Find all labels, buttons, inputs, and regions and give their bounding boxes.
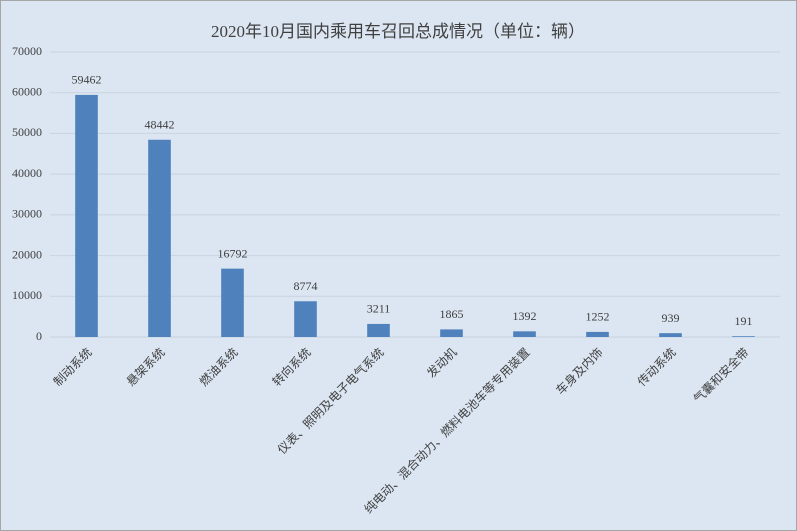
- data-label: 939: [662, 311, 680, 325]
- bar: [221, 268, 244, 337]
- bar: [659, 333, 682, 337]
- bar: [75, 94, 98, 337]
- bar: [586, 331, 609, 337]
- data-label: 191: [735, 314, 753, 328]
- bar: [367, 323, 390, 337]
- data-label: 8774: [294, 279, 318, 293]
- y-tick-label: 50000: [12, 125, 42, 139]
- y-tick-label: 40000: [12, 166, 42, 180]
- data-label: 1865: [440, 307, 464, 321]
- bar: [294, 301, 317, 337]
- data-label: 48442: [145, 118, 175, 132]
- bar: [440, 329, 463, 337]
- bar: [148, 139, 171, 337]
- bar: [732, 336, 755, 337]
- data-label: 3211: [367, 302, 391, 316]
- data-label: 16792: [218, 246, 248, 260]
- data-label: 1252: [586, 310, 610, 324]
- y-tick-label: 20000: [12, 247, 42, 261]
- y-tick-label: 0: [36, 329, 42, 343]
- bar: [513, 331, 536, 337]
- chart-title: 2020年10月国内乘用车召回总成情况（单位：辆）: [211, 22, 585, 41]
- y-tick-label: 70000: [12, 44, 42, 58]
- y-tick-label: 30000: [12, 207, 42, 221]
- y-tick-label: 60000: [12, 84, 42, 98]
- data-label: 1392: [513, 309, 537, 323]
- data-label: 59462: [72, 73, 102, 87]
- y-tick-label: 10000: [12, 288, 42, 302]
